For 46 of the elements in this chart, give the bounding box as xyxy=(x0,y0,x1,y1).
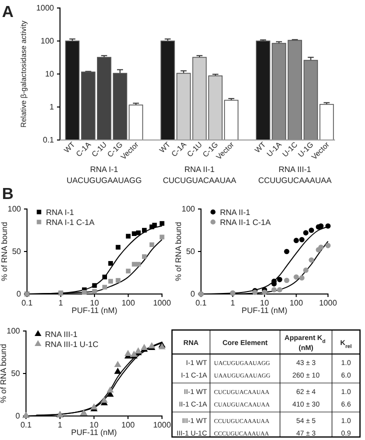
text: UACUGUGAAUAGG xyxy=(66,176,142,185)
x-tick-label: 10 xyxy=(90,420,99,430)
legend-label: RNA III-1 xyxy=(45,330,78,339)
y-tick-label: 100 xyxy=(40,36,55,46)
y-tick-label: 100 xyxy=(6,326,21,336)
x-tick-label: 100 xyxy=(121,420,136,430)
y-tick-label: 50 xyxy=(11,369,21,378)
text: CCUUGUCAAAUAA xyxy=(258,176,332,185)
x-axis-title: PUF-11 (nM) xyxy=(72,306,118,315)
x-tick-label: 1000 xyxy=(153,420,172,430)
legend-label: RNA II-1 C-1A xyxy=(220,218,272,227)
y-axis-title: % of RNA bound xyxy=(0,222,9,282)
y-tick-label: 10 xyxy=(45,70,55,79)
x-tick-label: 100 xyxy=(122,298,136,308)
x-tick-label: 1 xyxy=(230,298,236,308)
y-axis-title: % of RNA bound xyxy=(174,222,183,282)
y-tick-label: 50 xyxy=(12,247,22,256)
x-tick-label: 100 xyxy=(290,298,304,308)
legend-label: RNA I-1 xyxy=(46,208,75,217)
x-tick-label: 10 xyxy=(260,298,270,308)
x-axis-title: PUF-11 (nM) xyxy=(71,428,118,437)
x-tick-label: 1000 xyxy=(319,298,338,308)
x-axis-title: PUF-11 (nM) xyxy=(242,306,288,315)
x-tick-label: 10 xyxy=(90,298,100,308)
x-tick-label: 1 xyxy=(58,420,63,430)
x-tick-label: 0.1 xyxy=(195,298,208,308)
y-tick-label: 0 xyxy=(16,412,21,421)
y-tick-label: 0 xyxy=(16,290,22,299)
text: RNA III-1 xyxy=(278,165,312,174)
chart-title: B xyxy=(2,186,14,203)
y-tick-label: 1 xyxy=(50,102,55,112)
text: CUCUGUACAAUAA xyxy=(162,176,237,185)
chart-title: A xyxy=(2,4,14,21)
y-tick-label: 100 xyxy=(8,204,22,214)
y-tick-label: 1000 xyxy=(36,4,55,13)
legend-label: RNA III-1 U-1C xyxy=(45,340,99,349)
y-tick-label: 0 xyxy=(190,290,196,299)
y-axis-title: % of RNA bound xyxy=(0,344,8,404)
x-tick-label: 1000 xyxy=(153,298,172,308)
legend-label: RNA II-1 xyxy=(220,208,251,217)
text: RNA I-1 xyxy=(90,165,119,174)
y-tick-label: 100 xyxy=(182,204,196,214)
text: RNA II-1 xyxy=(184,165,216,174)
legend-label: RNA I-1 C-1A xyxy=(46,218,96,227)
x-tick-label: 1 xyxy=(58,298,64,308)
y-tick-label: 50 xyxy=(186,247,196,256)
